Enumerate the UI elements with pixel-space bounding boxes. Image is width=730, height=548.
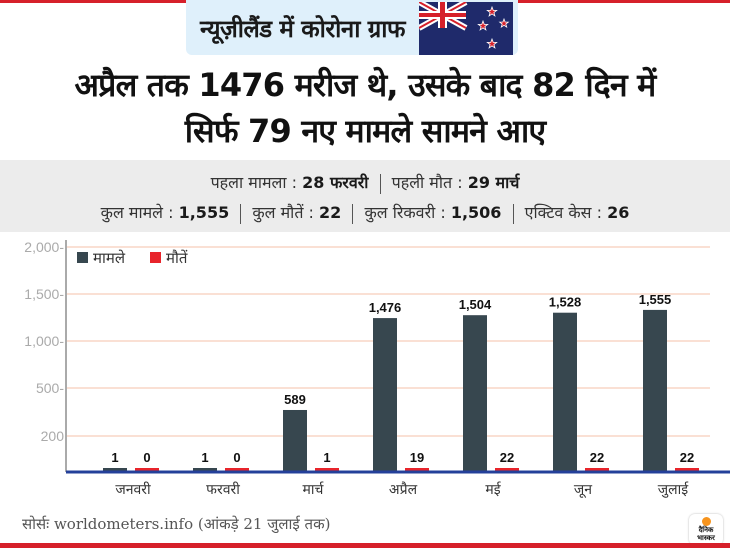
bar-label-deaths: 0	[233, 450, 240, 465]
sun-icon	[701, 517, 711, 526]
bar-label-cases: 1	[111, 450, 118, 465]
first-case-value: 28 फरवरी	[302, 173, 369, 192]
bar-label-cases: 1,476	[369, 300, 402, 315]
divider	[379, 173, 381, 194]
x-tick-label: जून	[574, 482, 592, 498]
bar-label-cases: 1	[201, 450, 208, 465]
bar-chart: 2,000-1,500-1,000-500-200 1 0 1 058911,4761…	[24, 239, 730, 498]
bar-label-cases: 1,528	[549, 295, 582, 310]
facts-panel: पहला मामला : 28 फरवरी पहली मौत : 29 मार्…	[0, 160, 730, 232]
bar-label-cases: 1,555	[639, 292, 672, 307]
source-note: सोर्सः worldometers.info (आंकड़े 21 जुला…	[22, 515, 331, 533]
x-tick-label: जुलाई	[658, 481, 690, 498]
new-zealand-flag-icon	[419, 2, 513, 55]
first-death-value: 29 मार्च	[467, 173, 520, 192]
legend-label-cases: मामले	[93, 249, 126, 267]
x-tick-label: जनवरी	[115, 481, 151, 498]
headline-line-2: सिर्फ 79 नए मामले सामने आए	[184, 112, 546, 150]
bar-deaths	[405, 468, 429, 471]
y-axis-ticks: 2,000- 1,500- 1,000- 500- 200	[24, 239, 64, 444]
bar-label-deaths: 19	[410, 450, 424, 465]
bar-cases	[463, 315, 487, 471]
legend-label-deaths: मौतें	[166, 249, 188, 267]
legend: मामले मौतें	[77, 249, 188, 267]
headline-line-1: अप्रैल तक 1476 मरीज थे, उसके बाद 82 दिन …	[74, 66, 657, 104]
bar-cases	[193, 468, 217, 471]
divider	[240, 203, 242, 224]
y-tick-label: 1,500-	[24, 286, 64, 302]
bar-deaths	[585, 468, 609, 471]
logo-text-1: दैनिक	[698, 526, 714, 534]
bar-label-deaths: 22	[680, 450, 694, 465]
total-deaths-value: 22	[319, 203, 342, 222]
bottom-accent-bar	[0, 543, 730, 548]
bar-label-deaths: 22	[500, 450, 514, 465]
bar-deaths	[135, 468, 159, 471]
headline: अप्रैल तक 1476 मरीज थे, उसके बाद 82 दिन …	[0, 62, 730, 154]
bar-label-cases: 1,504	[459, 297, 492, 312]
bars: 1 0 1 0 589 1 1,476 19 1,504 22 1,528 22 1,555 22	[103, 292, 699, 471]
bar-cases	[373, 318, 397, 471]
x-axis-labels: जनवरी फरवरी मार्च अप्रैल मई जून जुलाई	[115, 481, 689, 498]
legend-swatch-deaths	[150, 252, 161, 263]
active-cases-label: एक्टिव केस :	[524, 203, 602, 222]
dainik-bhaskar-logo: दैनिक भास्कर	[689, 514, 723, 545]
bar-cases	[553, 312, 577, 471]
total-recovered-label: कुल रिकवरी :	[364, 203, 446, 222]
total-cases-value: 1,555	[178, 203, 230, 222]
bar-cases	[643, 309, 667, 471]
facts-row-dates: पहला मामला : 28 फरवरी पहली मौत : 29 मार्…	[0, 160, 730, 198]
bar-deaths	[315, 468, 339, 471]
bar-deaths	[225, 468, 249, 471]
divider	[512, 203, 514, 224]
badge-title: न्यूज़ीलैंड में कोरोना ग्राफ	[200, 15, 406, 43]
bar-deaths	[495, 468, 519, 471]
x-tick-label: मई	[485, 481, 501, 498]
y-tick-label: 1,000-	[24, 333, 64, 349]
bar-label-deaths: 0	[143, 450, 150, 465]
total-cases-label: कुल मामले :	[100, 203, 174, 222]
y-tick-label: 2,000-	[24, 239, 64, 255]
bar-label-cases: 589	[284, 392, 306, 407]
first-case-label: पहला मामला :	[210, 173, 298, 192]
facts-row-totals: कुल मामले : 1,555 कुल मौतें : 22 कुल रिक…	[0, 198, 730, 228]
bar-label-deaths: 22	[590, 450, 604, 465]
x-tick-label: मार्च	[303, 481, 325, 498]
active-cases-value: 26	[607, 203, 630, 222]
chart-badge: न्यूज़ीलैंड में कोरोना ग्राफ	[186, 0, 518, 55]
bar-deaths	[675, 468, 699, 471]
total-deaths-label: कुल मौतें :	[252, 203, 314, 222]
y-tick-label: 500-	[36, 380, 64, 396]
y-tick-label: 200	[41, 428, 65, 444]
bar-cases	[283, 409, 307, 471]
logo-text-2: भास्कर	[697, 534, 715, 542]
x-tick-label: फरवरी	[206, 481, 240, 498]
bar-label-deaths: 1	[323, 450, 330, 465]
total-recovered-value: 1,506	[450, 203, 502, 222]
legend-swatch-cases	[77, 252, 88, 263]
divider	[352, 203, 354, 224]
first-death-label: पहली मौत :	[391, 173, 463, 192]
bar-cases	[103, 468, 127, 471]
x-tick-label: अप्रैल	[389, 481, 418, 498]
